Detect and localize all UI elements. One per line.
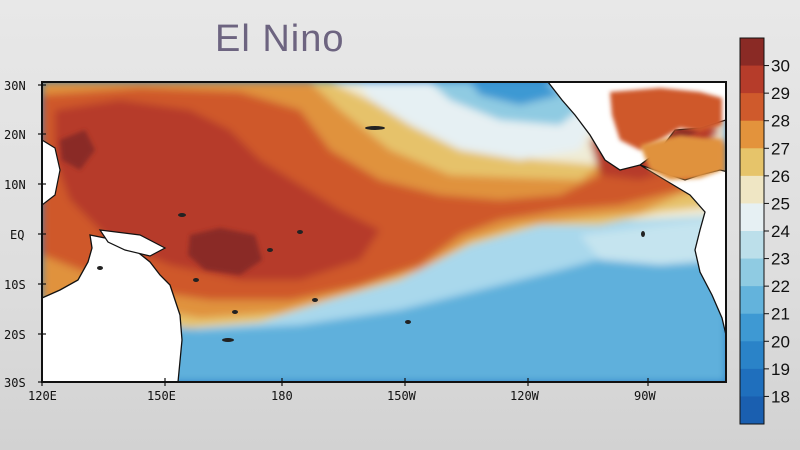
new-guinea-land: [98, 229, 167, 257]
colorbar-swatch: [740, 258, 764, 287]
colorbar-swatch: [740, 175, 764, 204]
lat-label-eq: EQ: [10, 228, 24, 242]
colorbar-label: 21: [771, 305, 790, 324]
colorbar-label: 22: [771, 277, 790, 296]
island: [297, 230, 303, 234]
island-hawaii: [365, 126, 385, 130]
lat-label-20n: 20N: [4, 128, 26, 142]
colorbar-swatch: [740, 93, 764, 122]
colorbar-swatch: [740, 313, 764, 342]
colorbar-label: 19: [771, 360, 790, 379]
colorbar-swatch: [740, 203, 764, 232]
colorbar-label: 24: [771, 222, 790, 241]
island: [222, 338, 234, 342]
lat-label-20s: 20S: [4, 328, 26, 342]
gulf-waters: [610, 88, 722, 150]
colorbar-swatch: [740, 148, 764, 177]
island: [232, 310, 238, 314]
lat-label-10s: 10S: [4, 278, 26, 292]
lon-label-150w: 150W: [387, 389, 417, 403]
island: [97, 266, 103, 270]
colorbar-label: 26: [771, 167, 790, 186]
island: [267, 248, 273, 252]
colorbar-label: 25: [771, 194, 790, 213]
colorbar-swatch: [740, 120, 764, 149]
island: [312, 298, 318, 302]
lon-ticks: [41, 378, 649, 386]
lon-label-180: 180: [271, 389, 293, 403]
lon-label-150e: 150E: [147, 389, 176, 403]
caribbean-waters: [640, 135, 722, 180]
lon-label-120w: 120W: [510, 389, 540, 403]
land-masses: [42, 82, 726, 382]
warm-pool-hotspots: [60, 110, 705, 275]
colorbar-swatch: [740, 65, 764, 94]
lat-label-10n: 10N: [4, 178, 26, 192]
colorbar-label: 23: [771, 250, 790, 269]
islands: [97, 126, 645, 342]
island-galapagos: [641, 231, 645, 237]
island: [193, 278, 199, 282]
lat-label-30n: 30N: [4, 79, 26, 93]
colorbar-swatch: [740, 396, 764, 425]
lat-label-30s: 30S: [4, 376, 26, 390]
colorbar-swatch: [740, 341, 764, 370]
colorbar-label: 27: [771, 139, 790, 158]
colorbar-label: 29: [771, 84, 790, 103]
colorbar-swatch: [740, 38, 764, 67]
lon-label-120e: 120E: [28, 389, 57, 403]
colorbar-label: 30: [771, 57, 790, 76]
philippines-land: [42, 139, 61, 206]
lat-ticks: [38, 84, 46, 383]
colorbar-swatch: [740, 368, 764, 397]
island: [178, 213, 186, 217]
australia-land: [42, 234, 183, 382]
colorbar-swatch: [740, 286, 764, 315]
temperature-colorbar: 30 29 28 27 26 25 24 23 22 21 20 19 18: [739, 37, 790, 425]
map-title: El Nino: [215, 18, 345, 60]
colorbar-swatch: [740, 231, 764, 260]
lon-label-90w: 90W: [634, 389, 656, 403]
colorbar-label: 28: [771, 112, 790, 131]
map-frame: [41, 81, 727, 383]
island: [405, 320, 411, 324]
colorbar-label: 20: [771, 332, 790, 351]
colorbar-label: 18: [771, 387, 790, 406]
